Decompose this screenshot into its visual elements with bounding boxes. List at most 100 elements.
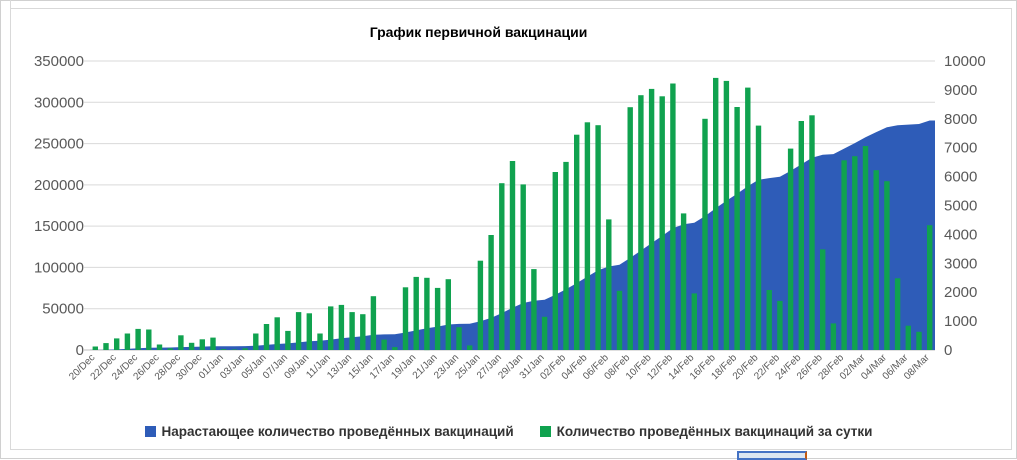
daily-bar xyxy=(92,346,98,350)
right-axis-tick-label: 3000 xyxy=(944,255,977,272)
daily-bar xyxy=(509,161,516,350)
daily-bar xyxy=(253,333,259,350)
daily-bar xyxy=(520,184,526,350)
daily-bar xyxy=(499,183,505,350)
right-axis-tick-label: 0 xyxy=(944,342,952,359)
spreadsheet-gridline xyxy=(10,0,11,9)
left-axis-tick-label: 50000 xyxy=(42,301,84,318)
legend-item-daily: Количество проведённых вакцинаций за сут… xyxy=(539,424,873,439)
daily-bar xyxy=(595,125,601,350)
daily-bar xyxy=(114,338,120,350)
daily-bar xyxy=(894,278,901,350)
daily-bar xyxy=(884,181,890,350)
daily-bar xyxy=(349,312,355,350)
daily-bar xyxy=(370,296,377,350)
right-axis-tick-label: 10000 xyxy=(944,53,986,70)
left-axis-tick-label: 350000 xyxy=(34,53,84,70)
daily-bar xyxy=(563,161,569,350)
daily-bar xyxy=(798,121,804,350)
right-axis-tick-label: 6000 xyxy=(944,169,977,186)
daily-bar xyxy=(584,122,591,350)
daily-bar xyxy=(691,293,697,350)
chart-title: График первичной вакцинации xyxy=(369,24,588,40)
daily-bar xyxy=(616,290,623,350)
daily-bar xyxy=(862,146,869,350)
daily-bar xyxy=(531,269,537,350)
daily-bar xyxy=(231,349,238,350)
daily-bar xyxy=(424,277,430,351)
daily-bar xyxy=(360,314,366,350)
daily-bar xyxy=(766,290,772,350)
daily-bar xyxy=(745,87,751,350)
daily-bar xyxy=(413,276,419,350)
daily-bar xyxy=(167,348,173,350)
legend-swatch-blue xyxy=(144,426,156,437)
daily-bar xyxy=(146,329,152,350)
daily-bar xyxy=(328,306,334,350)
daily-bar xyxy=(541,316,548,350)
chart-legend: Нарастающее количество проведённых вакци… xyxy=(0,424,1017,439)
daily-bar xyxy=(488,235,494,350)
daily-bar xyxy=(402,287,409,350)
daily-bar xyxy=(670,83,676,350)
legend-swatch-green xyxy=(539,426,551,437)
right-axis-tick-label: 1000 xyxy=(944,313,977,330)
daily-bar xyxy=(477,260,484,350)
daily-bar xyxy=(916,331,922,350)
daily-bar xyxy=(263,324,270,350)
legend-label-cumulative: Нарастающее количество проведённых вакци… xyxy=(161,424,514,439)
daily-bar xyxy=(680,213,687,350)
daily-bar xyxy=(274,317,280,350)
daily-bar xyxy=(338,304,345,350)
daily-bar xyxy=(574,134,580,350)
daily-bar xyxy=(777,300,783,350)
daily-bar xyxy=(124,333,131,350)
daily-bar xyxy=(905,325,911,350)
daily-bar xyxy=(841,160,847,350)
daily-bar xyxy=(188,342,195,350)
daily-bar xyxy=(723,80,730,351)
left-axis-tick-label: 200000 xyxy=(34,177,84,194)
daily-bar xyxy=(852,156,858,350)
daily-bar xyxy=(210,337,216,350)
daily-bar xyxy=(381,339,387,350)
right-axis-labels: 0 1000 2000 3000 4000 5000 6000 7000 8000 9000 100… xyxy=(944,53,986,359)
left-axis-tick-label: 0 xyxy=(76,342,84,359)
right-axis-tick-label: 7000 xyxy=(944,140,977,157)
left-axis-tick-label: 300000 xyxy=(34,94,84,111)
daily-bar xyxy=(135,328,141,350)
daily-bar xyxy=(809,115,815,350)
daily-bar xyxy=(221,349,227,350)
daily-bar xyxy=(648,88,655,351)
daily-bar xyxy=(927,225,933,350)
daily-bar xyxy=(702,118,708,350)
daily-bar xyxy=(627,107,633,350)
daily-bar xyxy=(242,348,248,350)
daily-bar xyxy=(156,344,163,350)
daily-bar xyxy=(434,287,441,350)
left-axis-tick-label: 250000 xyxy=(34,136,84,153)
daily-bar xyxy=(873,170,879,350)
right-axis-tick-label: 4000 xyxy=(944,226,977,243)
daily-bar xyxy=(606,219,612,350)
left-axis-tick-label: 100000 xyxy=(34,259,84,276)
daily-bar xyxy=(734,107,740,350)
daily-bar xyxy=(820,249,826,350)
legend-item-cumulative: Нарастающее количество проведённых вакци… xyxy=(144,424,514,439)
daily-bar xyxy=(317,333,323,350)
daily-bar xyxy=(830,323,837,350)
left-axis-labels: 0 50000 100000 150000 200000 250000 300000 3500… xyxy=(34,53,84,359)
daily-bar xyxy=(445,279,451,350)
right-axis-tick-label: 2000 xyxy=(944,284,977,301)
daily-bar xyxy=(392,347,398,350)
daily-bar xyxy=(467,345,473,350)
daily-bar xyxy=(456,327,462,350)
daily-bar xyxy=(199,339,205,350)
daily-bar xyxy=(103,343,109,350)
right-axis-tick-label: 5000 xyxy=(944,198,977,215)
legend-label-daily: Количество проведённых вакцинаций за сут… xyxy=(556,424,873,439)
daily-bar xyxy=(638,95,644,350)
daily-bar xyxy=(178,335,184,350)
daily-bar xyxy=(295,312,302,350)
daily-bar xyxy=(306,313,312,350)
